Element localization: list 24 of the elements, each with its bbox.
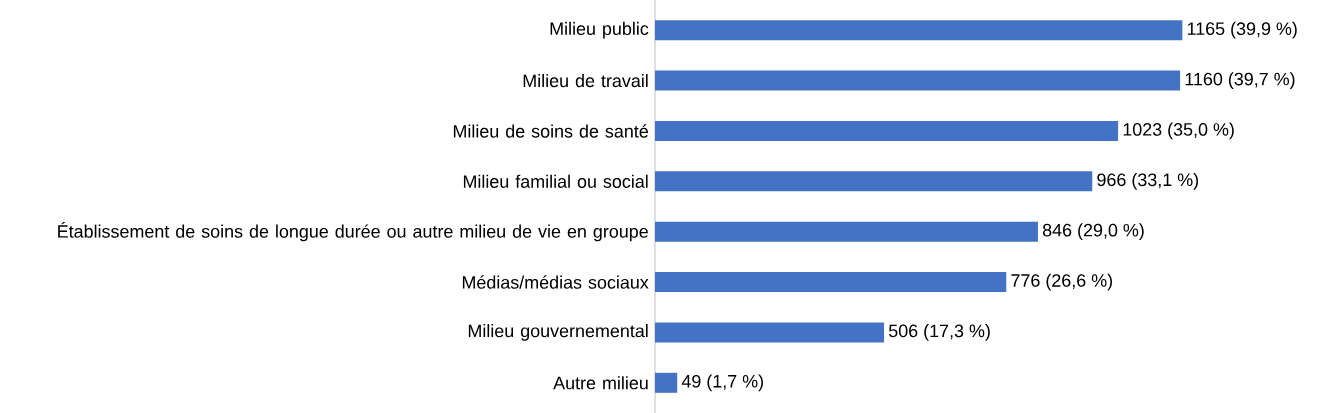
data-label: 1165 (39,9 %) bbox=[1187, 21, 1297, 39]
y-tick-label: Établissement de soins de longue durée ou autre milieu de vie en groupe bbox=[58, 222, 648, 242]
y-tick-label: Milieu de soins de santé bbox=[453, 124, 648, 138]
bar bbox=[655, 272, 1007, 293]
data-label: 846 (29,0 %) bbox=[1042, 223, 1144, 241]
y-tick-label: Milieu public bbox=[550, 21, 649, 39]
y-tick-label: Milieu familial ou social bbox=[463, 174, 648, 188]
bar bbox=[655, 20, 1183, 41]
data-label: 966 (33,1 %) bbox=[1097, 172, 1199, 190]
bar bbox=[655, 221, 1038, 242]
y-tick-label: Médias/médias sociaux bbox=[462, 275, 649, 289]
y-tick-label: Milieu de travail bbox=[523, 74, 648, 88]
bar bbox=[655, 372, 678, 393]
data-label: 776 (26,6 %) bbox=[1011, 273, 1113, 291]
data-label: 1023 (35,0 %) bbox=[1123, 122, 1234, 140]
bar bbox=[655, 120, 1119, 141]
bar bbox=[655, 70, 1181, 91]
y-tick-label: Milieu gouvernemental bbox=[468, 324, 648, 341]
bar bbox=[655, 322, 885, 343]
data-label: 1160 (39,7 %) bbox=[1185, 72, 1295, 89]
data-label: 506 (17,3 %) bbox=[888, 324, 990, 341]
y-tick-label: Autre milieu bbox=[553, 376, 648, 390]
data-label: 49 (1,7 %) bbox=[681, 374, 763, 392]
bar bbox=[655, 171, 1093, 192]
